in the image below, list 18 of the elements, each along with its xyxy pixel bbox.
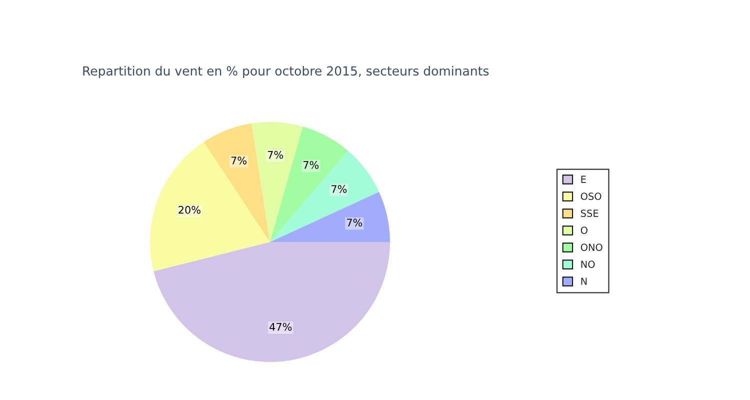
chart-title: Repartition du vent en % pour octobre 2015, secteurs dominants	[83, 66, 489, 78]
legend-label: SSE	[580, 210, 598, 217]
legend-label: NO	[581, 260, 595, 268]
data-label: 20%	[178, 206, 200, 214]
pie-slice	[270, 192, 390, 242]
legend-label: E	[581, 176, 586, 183]
data-label: 7%	[346, 218, 362, 227]
pie-slice	[154, 242, 390, 362]
legend-label: ONO	[580, 244, 602, 251]
data-label: 7%	[332, 185, 347, 193]
data-label: 7%	[303, 161, 319, 169]
data-label: 7%	[268, 150, 284, 159]
legend-label: N	[581, 278, 587, 285]
legend-label: O	[580, 226, 588, 234]
data-label: 7%	[231, 156, 246, 164]
pie-slice	[252, 122, 303, 242]
legend-label: OSO	[580, 192, 602, 200]
data-label: 47%	[270, 322, 292, 331]
